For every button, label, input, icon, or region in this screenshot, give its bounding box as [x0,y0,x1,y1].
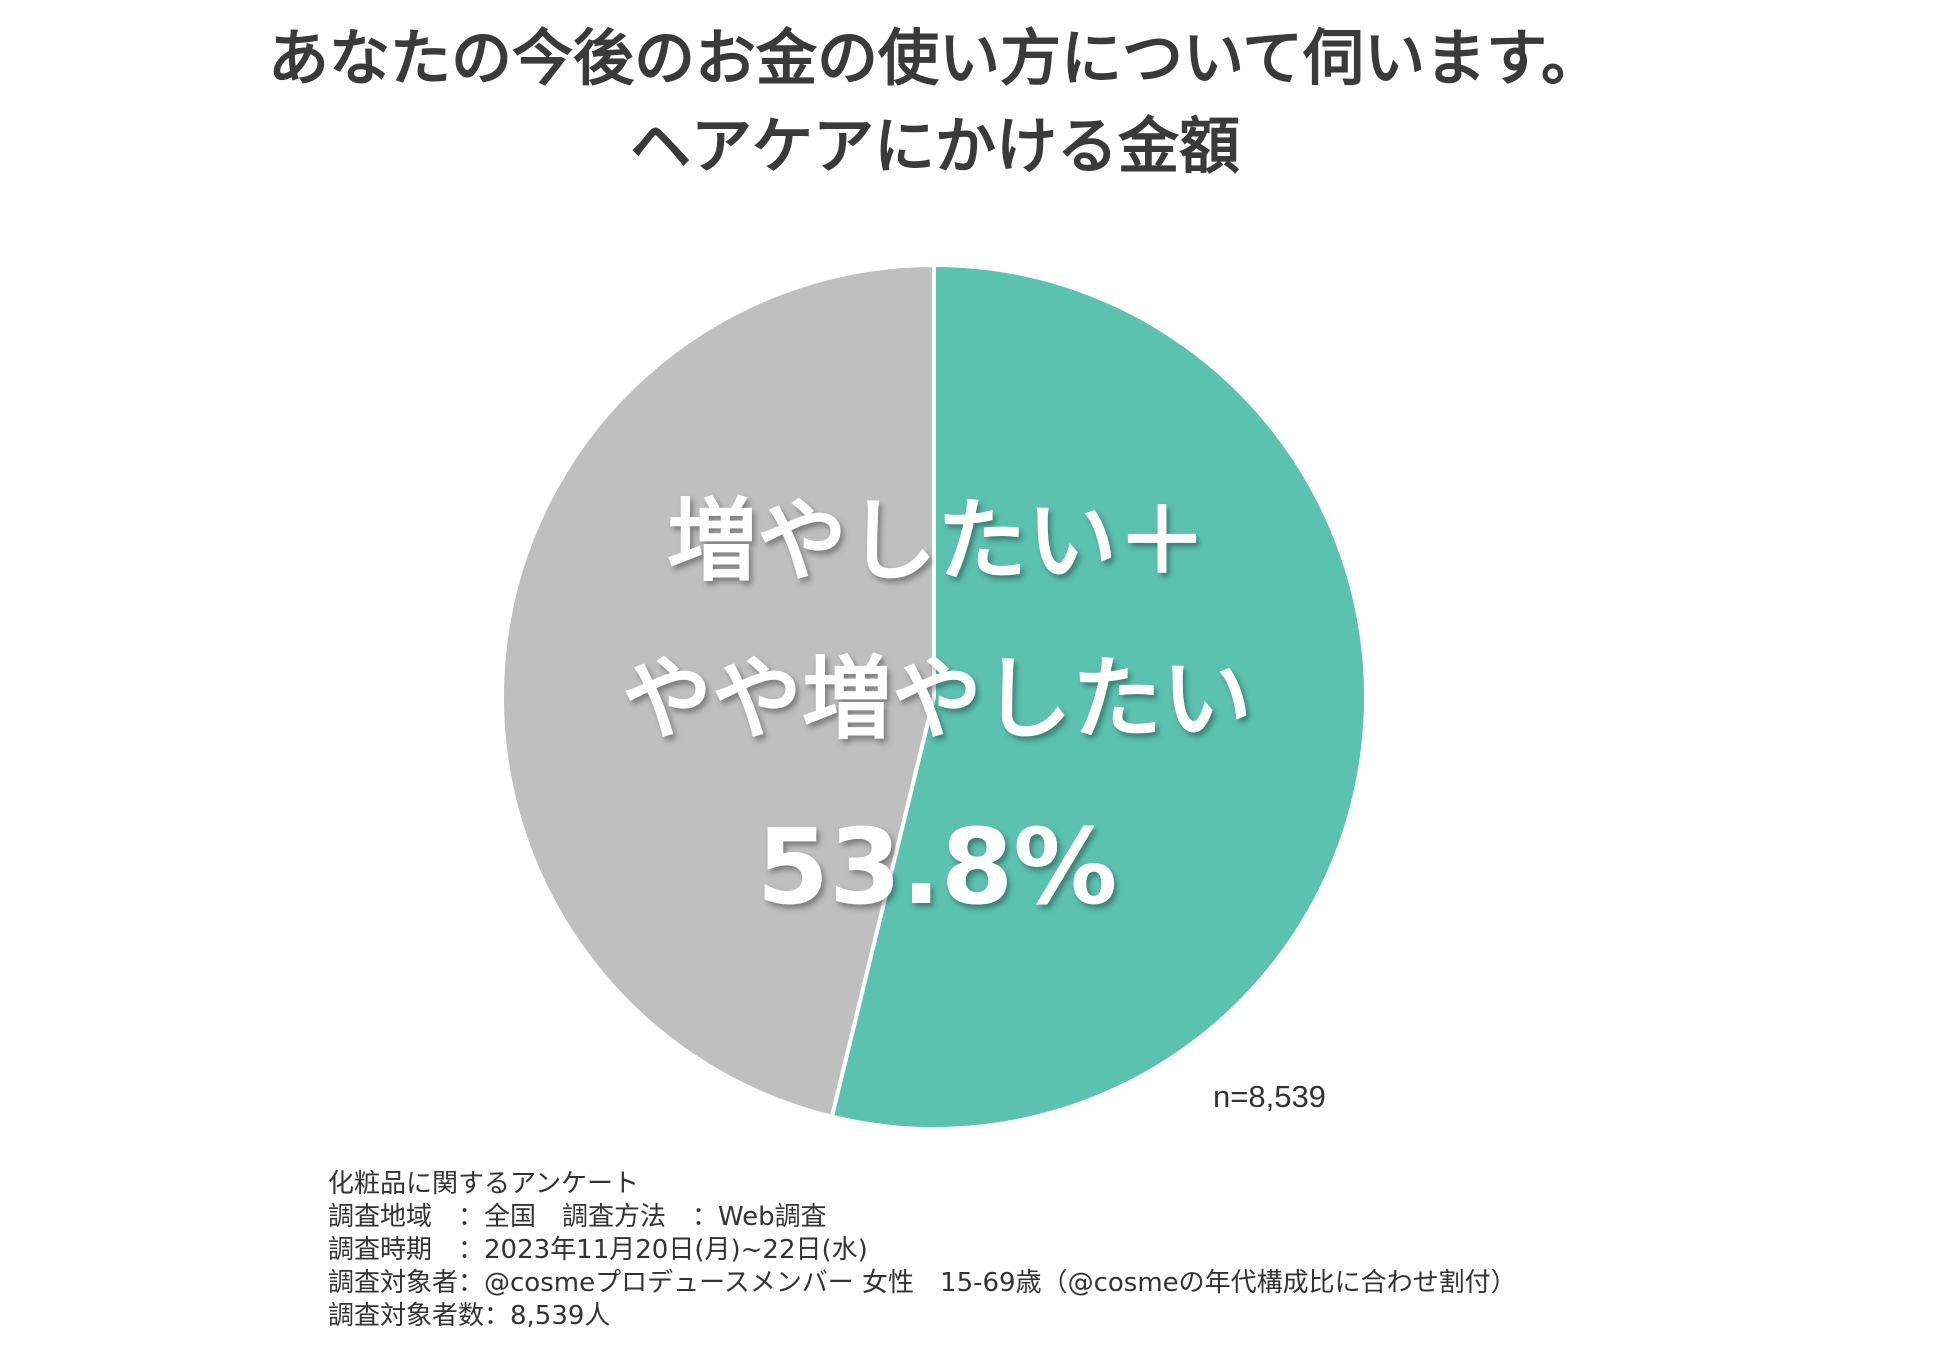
slice-label-line-1: 増やしたい＋ [667,489,1207,594]
footnote-target: 調査対象者：@cosmeプロデュースメンバー 女性 15-69歳（@cosmeの… [328,1268,1517,1298]
footnote-period: 調査時期 ：2023年11月20日(月)~22日(水) [328,1235,868,1265]
footnote-survey-name: 化粧品に関するアンケート [328,1169,639,1199]
slice-value-label: 53.8% [756,806,1118,928]
footnote-count: 調査対象者数：8,539人 [328,1301,611,1331]
pie-slice-1 [500,263,936,1119]
pie-slice-0 [829,263,1368,1131]
chart-title-line-1: あなたの今後のお金の使い方について伺います。 [267,23,1603,94]
survey-footnote: 化粧品に関するアンケート 調査地域 ：全国 調査方法 ：Web調査 調査時期 ：… [328,1168,1517,1333]
pie-slices [500,263,1368,1131]
slice-label-line-2: やや増やしたい [622,647,1252,752]
footnote-region-method: 調査地域 ：全国 調査方法 ：Web調査 [328,1202,827,1232]
sample-size-label: n=8,539 [1213,1079,1326,1114]
chart-title-line-2: ヘアケアにかける金額 [629,111,1240,182]
